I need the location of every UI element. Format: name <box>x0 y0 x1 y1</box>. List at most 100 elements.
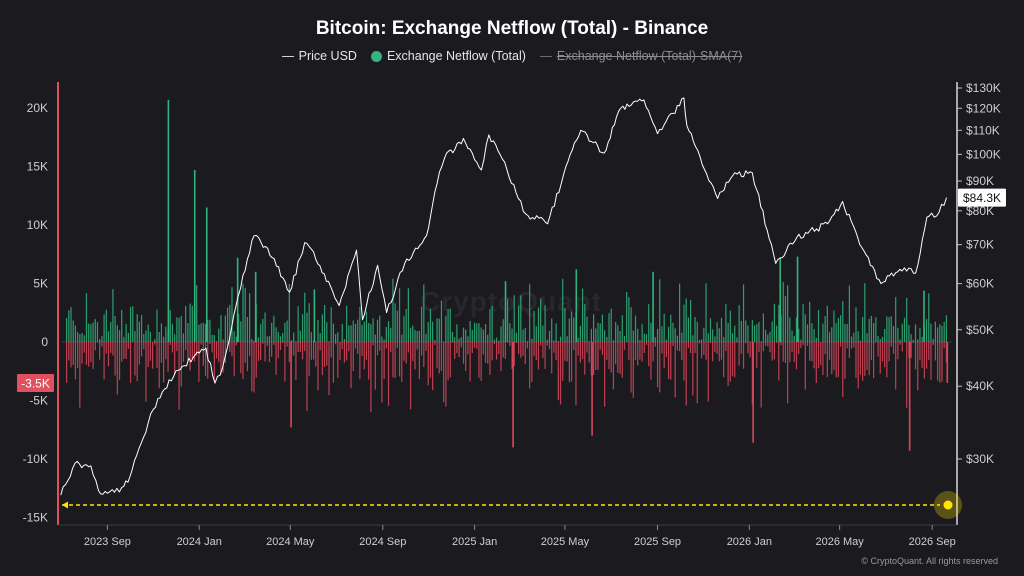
netflow-bar-negative <box>493 342 495 345</box>
netflow-bar-positive <box>114 316 116 342</box>
legend-item-price[interactable]: Price USD <box>281 49 357 63</box>
legend-item-netflow[interactable]: Exchange Netflow (Total) <box>370 49 526 63</box>
current-netflow-badge-text: -3.5K <box>21 376 50 390</box>
netflow-bar-negative <box>299 342 301 352</box>
netflow-bar-negative <box>286 342 288 347</box>
netflow-bar-positive <box>579 325 581 342</box>
netflow-bar-positive <box>262 318 264 342</box>
netflow-bar-positive <box>881 336 884 342</box>
netflow-bar-negative <box>112 342 114 356</box>
netflow-bar-positive <box>674 328 676 342</box>
netflow-bar-positive <box>425 333 427 342</box>
netflow-bar-positive <box>892 325 895 342</box>
netflow-bar-negative <box>884 342 886 368</box>
netflow-bar-positive <box>670 314 672 342</box>
netflow-bar-negative <box>678 342 681 352</box>
netflow-bar-negative <box>573 342 575 350</box>
netflow-bar-positive <box>661 326 663 342</box>
netflow-bar-negative <box>634 342 637 361</box>
netflow-bar-positive <box>831 327 833 342</box>
netflow-bar-negative <box>465 342 467 371</box>
netflow-bar-positive <box>824 316 826 342</box>
netflow-bar-negative <box>121 342 123 362</box>
netflow-bar-negative <box>198 342 200 382</box>
netflow-bar-negative <box>271 342 273 357</box>
netflow-bar-positive <box>335 334 337 342</box>
netflow-bar-positive <box>235 336 237 342</box>
netflow-bar-positive <box>936 327 939 342</box>
netflow-bar-positive <box>791 330 793 342</box>
netflow-bar-negative <box>676 342 678 351</box>
netflow-bar-negative <box>892 342 895 354</box>
netflow-bar-positive <box>116 325 118 342</box>
netflow-bar-positive <box>934 321 936 342</box>
netflow-bar-negative <box>612 342 615 390</box>
netflow-bar-positive <box>795 317 798 342</box>
netflow-bar-positive <box>890 316 892 342</box>
netflow-bar-negative <box>379 342 381 351</box>
netflow-bar-positive <box>551 318 553 342</box>
netflow-bar-negative <box>337 342 339 379</box>
netflow-bar-positive <box>396 310 398 342</box>
netflow-bar-positive <box>540 298 542 342</box>
netflow-bar-negative <box>701 342 703 359</box>
netflow-bar-negative <box>500 342 502 372</box>
netflow-bar-negative <box>301 342 304 360</box>
netflow-bar-positive <box>476 323 478 342</box>
netflow-bar-positive <box>637 328 639 342</box>
netflow-bar-positive <box>90 324 92 342</box>
netflow-bar-positive <box>526 341 529 342</box>
price-line-group <box>60 97 947 496</box>
netflow-bar-negative <box>260 342 262 361</box>
netflow-bar-negative <box>308 342 310 377</box>
netflow-bar-positive <box>138 321 140 342</box>
netflow-bar-negative <box>90 342 92 363</box>
netflow-bar-negative <box>213 342 215 381</box>
netflow-bar-positive <box>279 336 282 342</box>
netflow-bar-positive <box>802 304 804 342</box>
netflow-bar-positive <box>354 323 357 342</box>
netflow-bar-positive <box>553 340 555 342</box>
netflow-bar-positive <box>198 324 200 342</box>
netflow-bar-negative <box>542 342 544 358</box>
netflow-bar-negative <box>685 342 687 406</box>
netflow-bar-positive <box>570 311 573 342</box>
netflow-bar-negative <box>529 342 531 389</box>
netflow-bar-negative <box>879 342 881 374</box>
netflow-bar-negative <box>555 342 557 360</box>
netflow-bar-negative <box>473 342 476 348</box>
netflow-bar-negative <box>912 342 914 344</box>
netflow-spike-negative <box>290 342 292 428</box>
netflow-bar-positive <box>626 292 628 342</box>
netflow-bar-positive <box>619 331 621 342</box>
netflow-bar-negative <box>171 342 174 353</box>
netflow-bar-negative <box>425 342 427 351</box>
netflow-bar-positive <box>169 310 171 342</box>
netflow-bar-positive <box>350 325 352 342</box>
netflow-bar-negative <box>784 342 787 363</box>
netflow-bar-negative <box>72 342 74 366</box>
netflow-bar-negative <box>604 342 606 407</box>
x-axis-tick-label: 2025 Sep <box>634 536 681 548</box>
netflow-bar-positive <box>742 284 745 342</box>
netflow-bar-positive <box>564 307 566 342</box>
netflow-bar-positive <box>423 284 425 342</box>
netflow-bar-positive <box>282 333 284 342</box>
netflow-bar-negative <box>581 342 584 360</box>
netflow-bar-positive <box>213 335 215 342</box>
netflow-bar-negative <box>853 342 855 348</box>
netflow-bar-negative <box>460 342 462 348</box>
netflow-bar-positive <box>908 325 910 342</box>
netflow-bar-positive <box>870 315 873 342</box>
netflow-bar-negative <box>421 342 423 356</box>
netflow-bar-positive <box>288 283 290 342</box>
netflow-bar-negative <box>242 342 244 380</box>
legend-item-sma[interactable]: Exchange Netflow (Total)-SMA(7) <box>539 49 742 63</box>
netflow-bar-negative <box>864 342 866 377</box>
netflow-bar-positive <box>478 323 480 342</box>
netflow-bar-positive <box>690 300 692 342</box>
netflow-bar-negative <box>901 342 903 352</box>
marker-arrow-left-icon <box>62 501 68 509</box>
netflow-bar-negative <box>502 342 504 358</box>
netflow-bar-negative <box>357 342 359 354</box>
